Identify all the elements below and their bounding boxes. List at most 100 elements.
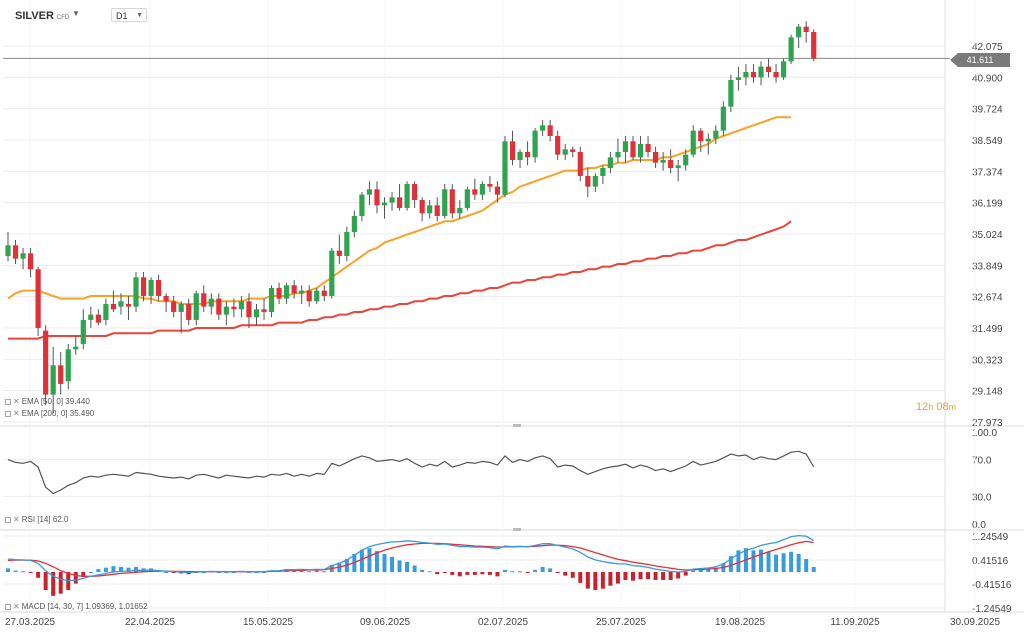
rsi-axis-label: 70.0	[972, 456, 992, 467]
legend-ema50[interactable]: ✕ EMA [50, 0] 39.440	[5, 397, 90, 406]
chevron-down-icon[interactable]: ▼	[72, 9, 80, 18]
macd-histogram-bar	[646, 572, 651, 580]
macd-histogram-bar	[533, 569, 538, 572]
macd-histogram-bar	[111, 566, 116, 572]
macd-axis-label: -0.41516	[972, 580, 1012, 591]
candle-body	[660, 159, 666, 163]
settings-icon[interactable]	[5, 410, 11, 417]
macd-label: MACD [14, 30, 7]	[21, 602, 84, 611]
price-axis-label: 27.973	[972, 418, 1003, 429]
macd-histogram-bar	[751, 550, 756, 572]
date-axis-label: 11.09.2025	[830, 617, 880, 628]
timeframe-select[interactable]: D1 ▼	[111, 8, 147, 22]
candle-body	[419, 199, 425, 214]
close-icon[interactable]: ✕	[13, 602, 20, 611]
date-axis-label: 02.07.2025	[478, 617, 528, 628]
close-icon[interactable]: ✕	[13, 409, 20, 418]
date-axis-label: 27.03.2025	[5, 617, 55, 628]
macd-histogram-bar	[593, 572, 598, 591]
candle-body	[110, 303, 117, 310]
date-axis-label: 09.06.2025	[360, 617, 410, 628]
macd-histogram-bar	[134, 566, 139, 572]
candle-body	[268, 287, 275, 312]
candle-body	[238, 301, 245, 310]
candle-body	[366, 189, 373, 195]
candle-body	[780, 61, 787, 78]
candle-body	[133, 277, 139, 307]
macd-histogram-bar	[246, 572, 251, 573]
candle-body	[208, 298, 214, 307]
legend-rsi[interactable]: ✕ RSI [14] 62.0	[5, 515, 68, 524]
candle-body	[607, 157, 613, 168]
legend-ema200[interactable]: ✕ EMA [200, 0] 35.490	[5, 409, 94, 418]
candle-body	[80, 319, 86, 344]
macd-histogram-bar	[382, 553, 387, 572]
macd-histogram-bar	[691, 570, 696, 572]
macd-histogram-bar	[804, 558, 809, 572]
candle-body	[88, 314, 94, 320]
macd-histogram-bar	[6, 568, 10, 572]
candle-body	[668, 159, 674, 168]
candle-body	[427, 205, 433, 214]
macd-histogram-bar	[322, 571, 327, 573]
pane-resize-handle	[513, 528, 521, 531]
symbol-name: SILVER	[15, 10, 54, 22]
candle-body	[73, 346, 79, 350]
macd-histogram-bar	[502, 569, 507, 572]
candle-body	[261, 309, 267, 312]
macd-histogram-bar	[698, 569, 703, 572]
close-icon[interactable]: ✕	[13, 397, 20, 406]
candle-body	[231, 306, 237, 310]
macd-histogram-bar	[224, 572, 229, 573]
macd-histogram-bar	[615, 572, 620, 584]
macd-histogram-bar	[359, 549, 364, 572]
price-axis-label: 37.374	[972, 167, 1003, 178]
settings-icon[interactable]	[5, 398, 11, 405]
symbol-selector[interactable]: SILVER CFD	[15, 10, 69, 22]
macd-histogram-bar	[420, 569, 425, 572]
price-axis-label: 32.674	[972, 293, 1003, 304]
candle-body	[683, 154, 689, 166]
macd-histogram-bar	[518, 571, 523, 573]
macd-axis-label: 1.24549	[972, 532, 1009, 543]
ema50-line	[7, 116, 792, 305]
macd-histogram-bar	[796, 553, 801, 572]
macd-histogram-bar	[442, 572, 447, 573]
countdown-h: h	[928, 402, 934, 412]
timeframe-value: D1	[116, 11, 128, 21]
candle-body	[103, 303, 109, 320]
candle-body	[404, 183, 410, 208]
macd-histogram-bar	[427, 571, 432, 573]
candle-body	[95, 314, 101, 323]
current-price-tag: 41.611	[950, 53, 1010, 67]
macd-histogram-bar	[638, 572, 643, 580]
candle-countdown: 12h 08m	[916, 401, 956, 413]
macd-histogram-bar	[668, 572, 673, 580]
candle-body	[314, 290, 320, 302]
settings-icon[interactable]	[5, 516, 11, 523]
candle-body	[765, 66, 772, 72]
macd-histogram-bar	[578, 572, 583, 583]
macd-histogram-bar	[254, 572, 259, 573]
price-axis-label: 33.849	[972, 261, 1003, 272]
macd-histogram-bar	[472, 572, 477, 575]
settings-icon[interactable]	[5, 603, 11, 610]
ema50-value: 39.440	[65, 397, 90, 406]
date-axis-label: 30.09.2025	[950, 617, 1000, 628]
candle-body	[743, 71, 749, 78]
macd-histogram-bar	[262, 572, 267, 573]
macd-histogram-bar	[58, 572, 63, 594]
candle-body	[592, 175, 598, 187]
macd-histogram-bar	[548, 568, 553, 572]
macd-histogram-bar	[811, 566, 816, 572]
macd-histogram-bar	[314, 570, 319, 572]
candle-body	[291, 285, 297, 294]
close-icon[interactable]: ✕	[13, 515, 20, 524]
candle-body	[27, 253, 34, 270]
candle-body	[193, 293, 199, 320]
legend-macd[interactable]: ✕ MACD [14, 30, 7] 1.09369, 1.01652	[5, 602, 148, 611]
candle-body	[803, 26, 809, 33]
candle-body	[532, 130, 538, 158]
candle-body	[163, 295, 169, 302]
